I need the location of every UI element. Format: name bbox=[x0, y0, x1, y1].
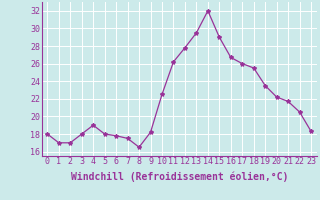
X-axis label: Windchill (Refroidissement éolien,°C): Windchill (Refroidissement éolien,°C) bbox=[70, 172, 288, 182]
